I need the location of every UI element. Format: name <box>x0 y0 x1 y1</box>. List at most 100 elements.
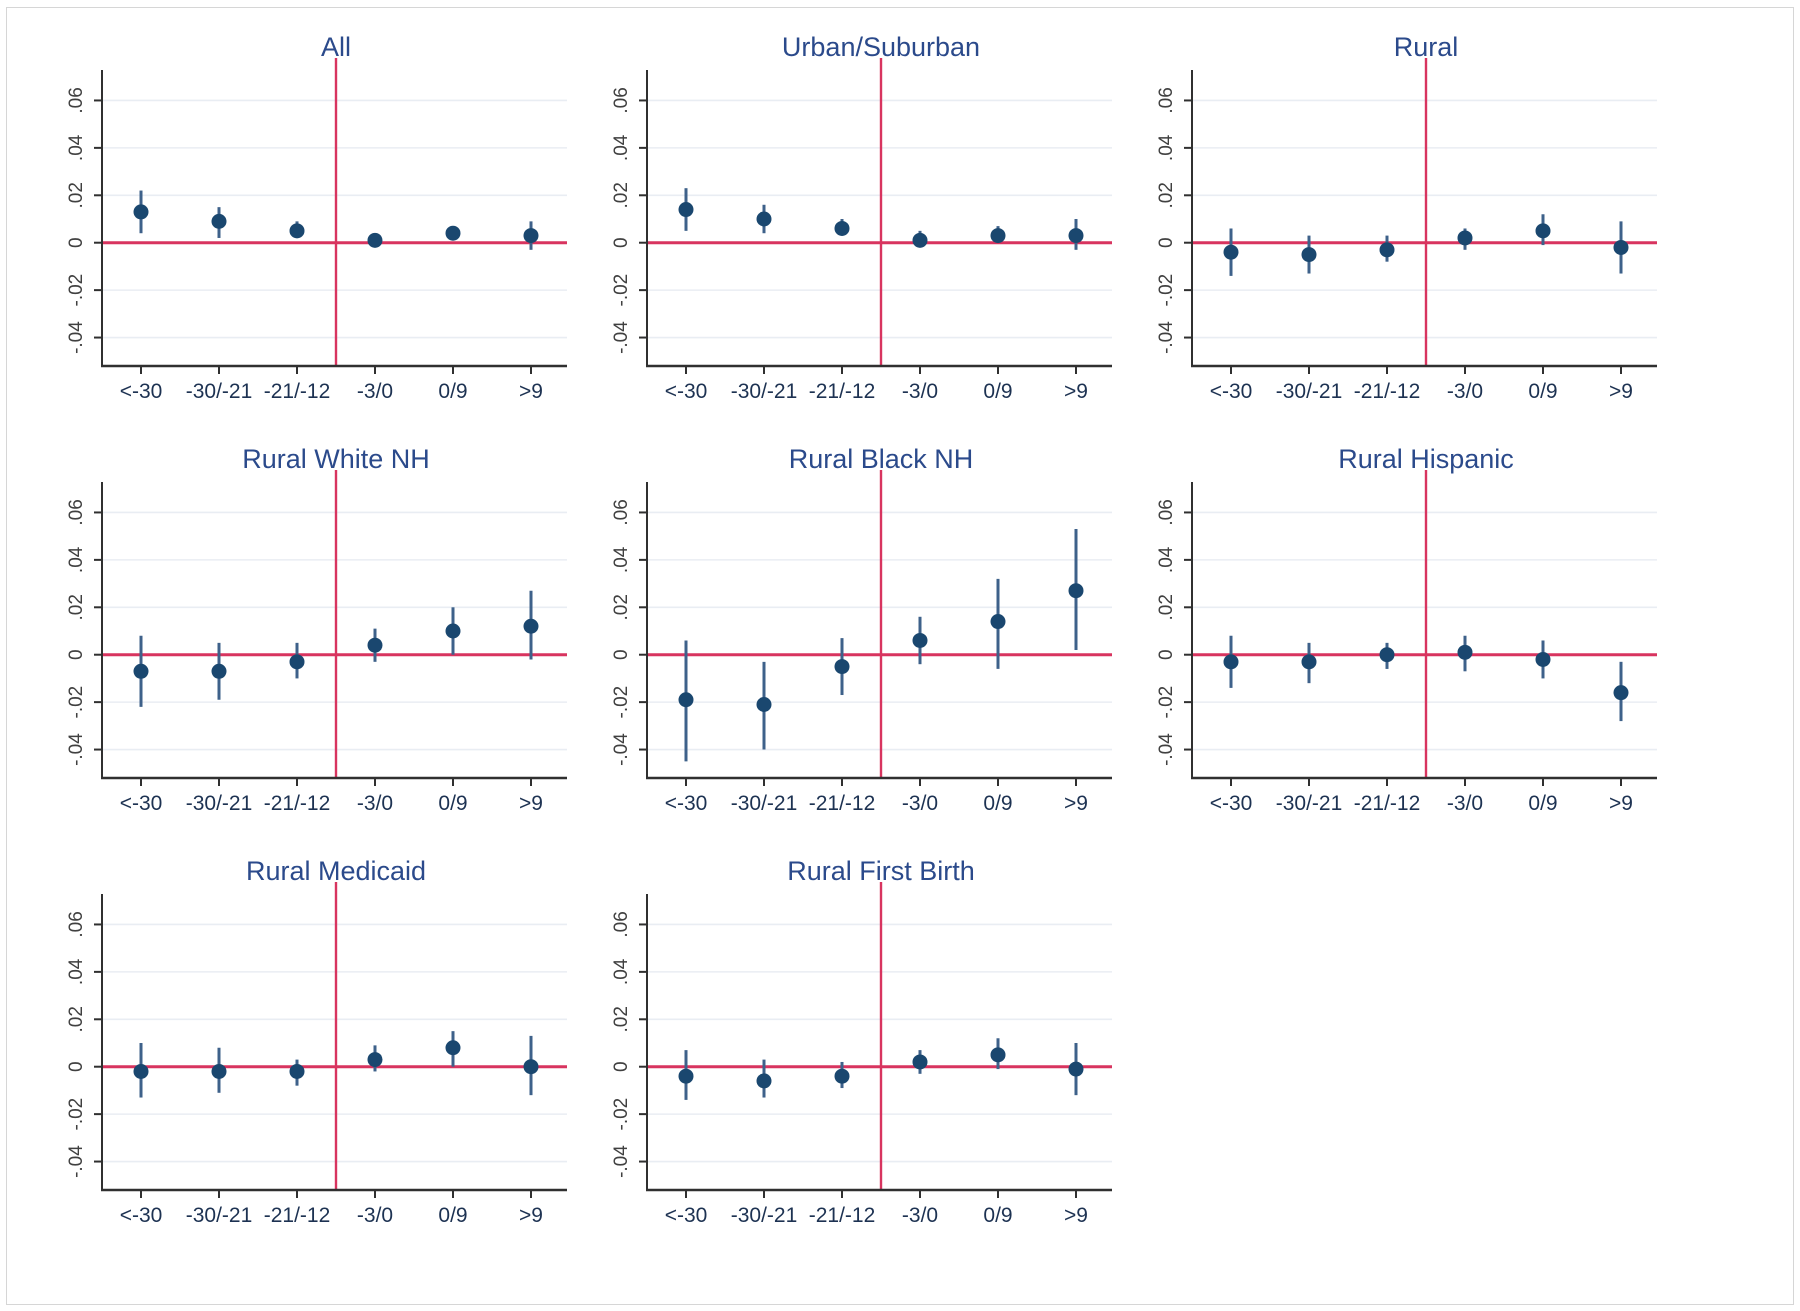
x-tick-label: <-30 <box>665 792 708 815</box>
x-tick-label: 0/9 <box>438 792 467 815</box>
panel-rural-white-nh: .06 .04 .02 0 -.02 -.04 <-30 -30/-21 -21/-12 -3/0… <box>22 440 570 852</box>
y-tick-label: .06 <box>611 499 632 525</box>
y-tick-label: .06 <box>66 499 87 525</box>
point-estimate <box>756 1073 772 1089</box>
panel-title: Urban/Suburban <box>782 32 980 62</box>
y-tick-label: .02 <box>66 1006 87 1032</box>
y-tick-label: -.02 <box>611 1098 632 1131</box>
x-tick-label: >9 <box>1064 380 1088 403</box>
x-tick-label: >9 <box>1064 1204 1088 1227</box>
y-tick-label: .06 <box>611 87 632 113</box>
point-estimate <box>1457 644 1473 660</box>
x-tick-label: -21/-12 <box>809 1204 876 1227</box>
x-tick-label: -30/-21 <box>186 380 253 403</box>
x-tick-label: <-30 <box>1210 380 1253 403</box>
point-estimate <box>289 1063 305 1079</box>
panel-title: Rural Medicaid <box>246 856 426 886</box>
point-estimate <box>834 659 850 675</box>
x-tick-label: -30/-21 <box>1276 380 1343 403</box>
point-estimate <box>1223 244 1239 260</box>
x-tick-label: 0/9 <box>983 380 1012 403</box>
panel-svg: .06 .04 .02 0 -.02 -.04 <-30 -30/-21 -21/-12 -3/0… <box>611 444 1115 815</box>
point-estimate <box>1457 230 1473 246</box>
x-tick-label: -3/0 <box>357 792 393 815</box>
point-estimate <box>1068 1061 1084 1077</box>
panel-svg: .06 .04 .02 0 -.02 -.04 <-30 -30/-21 -21/-12 -3/0… <box>611 32 1115 403</box>
point-estimate <box>678 1068 694 1084</box>
y-tick-label: .02 <box>611 1006 632 1032</box>
x-tick-label: -3/0 <box>902 792 938 815</box>
y-tick-label: .04 <box>66 134 87 161</box>
y-tick-label: .04 <box>611 546 632 573</box>
y-tick-label: 0 <box>1156 649 1177 660</box>
panel-urban-suburban: .06 .04 .02 0 -.02 -.04 <-30 -30/-21 -21/-12 -3/0… <box>567 28 1115 440</box>
panel-rural-hispanic: .06 .04 .02 0 -.02 -.04 <-30 -30/-21 -21/-12 -3/0… <box>1112 440 1660 852</box>
x-tick-label: >9 <box>519 380 543 403</box>
point-estimate <box>289 654 305 670</box>
y-tick-label: .06 <box>611 911 632 937</box>
y-tick-label: -.04 <box>611 1145 632 1178</box>
x-tick-label: -30/-21 <box>731 1204 798 1227</box>
point-estimate <box>211 663 227 679</box>
y-tick-label: -.04 <box>611 321 632 354</box>
y-tick-label: -.02 <box>66 686 87 719</box>
x-tick-label: 0/9 <box>1528 792 1557 815</box>
y-tick-label: 0 <box>1156 237 1177 248</box>
point-estimate <box>445 623 461 639</box>
y-tick-label: .04 <box>66 958 87 985</box>
y-tick-label: .04 <box>1156 134 1177 161</box>
y-tick-label: -.04 <box>66 321 87 354</box>
point-estimate <box>1301 247 1317 263</box>
point-estimate <box>1613 685 1629 701</box>
y-tick-label: -.02 <box>66 1098 87 1131</box>
y-tick-label: .02 <box>66 182 87 208</box>
x-tick-label: -21/-12 <box>264 792 331 815</box>
y-tick-label: .02 <box>1156 594 1177 620</box>
y-tick-label: -.02 <box>1156 686 1177 719</box>
x-tick-label: <-30 <box>665 380 708 403</box>
x-tick-label: 0/9 <box>438 380 467 403</box>
point-estimate <box>367 637 383 653</box>
x-tick-label: -3/0 <box>1447 792 1483 815</box>
point-estimate <box>289 223 305 239</box>
x-tick-label: -21/-12 <box>1354 792 1421 815</box>
point-estimate <box>678 692 694 708</box>
y-tick-label: .04 <box>66 546 87 573</box>
x-tick-label: -3/0 <box>357 380 393 403</box>
y-tick-label: .04 <box>611 958 632 985</box>
point-estimate <box>1223 654 1239 670</box>
point-estimate <box>445 1040 461 1056</box>
y-tick-label: .06 <box>66 911 87 937</box>
x-tick-label: -3/0 <box>902 380 938 403</box>
point-estimate <box>834 1068 850 1084</box>
y-tick-label: -.04 <box>1156 733 1177 766</box>
point-estimate <box>211 213 227 229</box>
point-estimate <box>834 220 850 236</box>
x-tick-label: -21/-12 <box>264 1204 331 1227</box>
point-estimate <box>133 1063 149 1079</box>
x-tick-label: -30/-21 <box>1276 792 1343 815</box>
y-tick-label: .02 <box>1156 182 1177 208</box>
x-tick-label: -21/-12 <box>809 792 876 815</box>
y-tick-label: -.02 <box>66 274 87 307</box>
point-estimate <box>912 232 928 248</box>
panel-title: Rural <box>1394 32 1459 62</box>
panel-rural-first-birth: .06 .04 .02 0 -.02 -.04 <-30 -30/-21 -21/-12 -3/0… <box>567 852 1115 1264</box>
panel-title: Rural Hispanic <box>1338 444 1514 474</box>
point-estimate <box>990 614 1006 630</box>
panel-rural-medicaid: .06 .04 .02 0 -.02 -.04 <-30 -30/-21 -21/-12 -3/0… <box>22 852 570 1264</box>
y-tick-label: 0 <box>66 237 87 248</box>
y-tick-label: .02 <box>611 182 632 208</box>
panel-rural-black-nh: .06 .04 .02 0 -.02 -.04 <-30 -30/-21 -21/-12 -3/0… <box>567 440 1115 852</box>
x-tick-label: >9 <box>519 792 543 815</box>
y-tick-label: .04 <box>611 134 632 161</box>
point-estimate <box>912 632 928 648</box>
x-tick-label: -21/-12 <box>1354 380 1421 403</box>
y-tick-label: .02 <box>66 594 87 620</box>
x-tick-label: -21/-12 <box>264 380 331 403</box>
panel-svg: .06 .04 .02 0 -.02 -.04 <-30 -30/-21 -21/-12 -3/0… <box>1156 444 1660 815</box>
panel-all: .06 .04 .02 0 -.02 -.04 <-30 -30/-21 -21/-12 -3/0… <box>22 28 570 440</box>
y-tick-label: 0 <box>66 1061 87 1072</box>
y-tick-label: 0 <box>611 649 632 660</box>
